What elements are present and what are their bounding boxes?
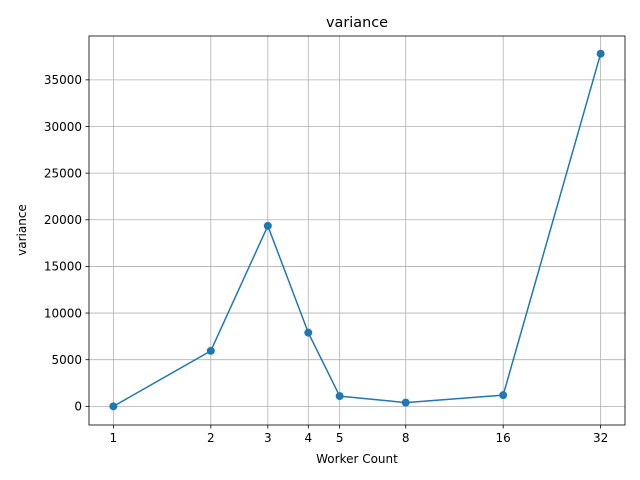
data-point	[109, 402, 118, 411]
x-tick-label: 5	[336, 431, 344, 445]
y-tick-label: 15000	[44, 260, 82, 274]
y-tick-label: 25000	[44, 166, 82, 180]
data-point	[263, 221, 272, 230]
y-tick-label: 20000	[44, 213, 82, 227]
y-axis: 0 5000 10000 15000 20000 25000 30000 35000	[44, 73, 89, 414]
data-point	[596, 49, 605, 58]
y-tick-label: 10000	[44, 306, 82, 320]
grid-lines	[89, 36, 625, 425]
x-axis-label: Worker Count	[316, 452, 398, 466]
data-point	[335, 392, 344, 401]
data-point	[206, 346, 215, 355]
data-point	[304, 328, 313, 337]
chart-title: variance	[326, 15, 388, 31]
data-point	[499, 391, 508, 400]
x-tick-label: 2	[207, 431, 215, 445]
series-group	[109, 49, 605, 411]
x-tick-label: 3	[264, 431, 272, 445]
y-tick-label: 0	[74, 400, 82, 414]
y-tick-label: 30000	[44, 120, 82, 134]
x-tick-label: 8	[402, 431, 410, 445]
x-tick-label: 32	[593, 431, 608, 445]
x-tick-label: 4	[304, 431, 312, 445]
x-tick-label: 16	[496, 431, 511, 445]
y-axis-label: variance	[15, 204, 29, 256]
plot-frame	[88, 35, 626, 426]
x-tick-label: 1	[110, 431, 118, 445]
x-axis: 1 2 3 4 5 8 16 32	[110, 425, 608, 445]
data-point	[401, 398, 410, 407]
y-tick-label: 5000	[51, 353, 82, 367]
y-tick-label: 35000	[44, 73, 82, 87]
series-line	[112, 53, 602, 407]
